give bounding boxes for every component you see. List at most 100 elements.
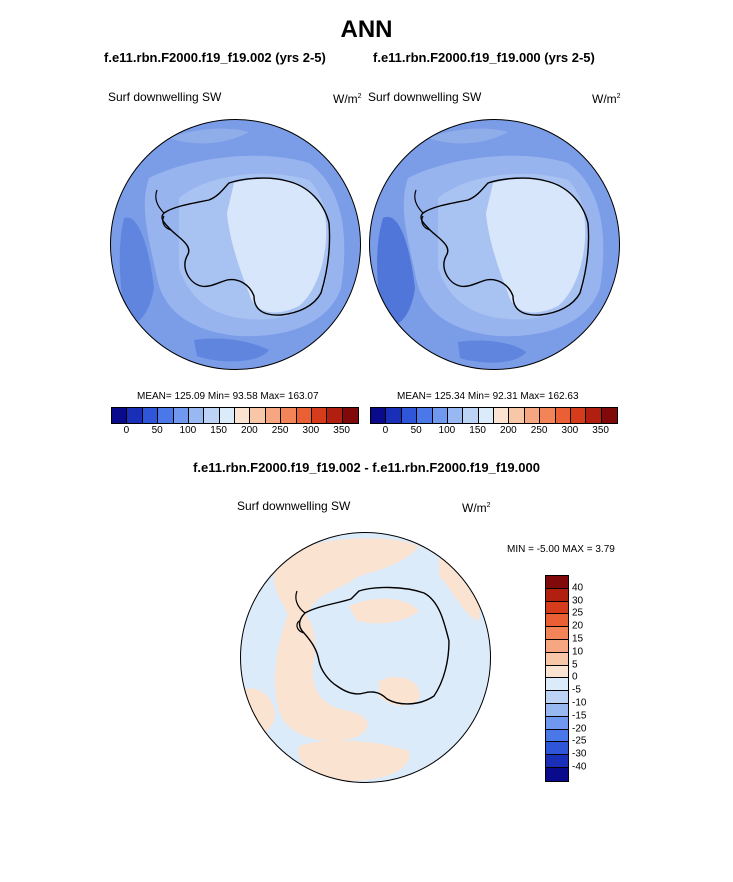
- panel2-stats: MEAN= 125.34 Min= 92.31 Max= 162.63: [397, 391, 579, 402]
- panel2-polar-map: [369, 119, 620, 370]
- antarctica-coastline: [420, 177, 590, 316]
- panel1-colorbar: [111, 407, 359, 424]
- colorbar-tick-label: 0: [572, 671, 578, 683]
- map-border: [110, 119, 361, 370]
- diff-colorbar: [545, 575, 569, 782]
- colorbar-segment: [296, 408, 312, 423]
- colorbar-segment: [463, 408, 479, 423]
- map-border: [369, 119, 620, 370]
- colorbar-tick-label: 25: [572, 607, 584, 619]
- peninsula-coastline: [295, 590, 306, 634]
- antarctica-coastline: [298, 586, 450, 705]
- colorbar-segment: [555, 408, 571, 423]
- colorbar-tick-label: 15: [572, 633, 584, 645]
- panel1-polar-map: [110, 119, 361, 370]
- colorbar-tick-label: -20: [572, 723, 587, 735]
- colorbar-tick-label: 50: [410, 425, 422, 436]
- colorbar-segment: [112, 408, 128, 423]
- diff-polar-map: [240, 532, 491, 783]
- colorbar-tick-label: 300: [561, 425, 579, 436]
- map-fill-positive-west: [274, 610, 368, 741]
- colorbar-segment: [432, 408, 448, 423]
- diff-title: f.e11.rbn.F2000.f19_f19.002 - f.e11.rbn.…: [193, 460, 540, 475]
- panel2-colorbar: [370, 407, 618, 424]
- panel1-units: W/m2: [333, 92, 362, 106]
- colorbar-segment: [546, 614, 568, 628]
- colorbar-tick-label: 30: [572, 595, 584, 607]
- colorbar-tick-label: 300: [302, 425, 320, 436]
- colorbar-segment: [601, 408, 617, 423]
- colorbar-segment: [546, 627, 568, 640]
- colorbar-tick-label: 10: [572, 646, 584, 658]
- colorbar-tick-label: 150: [469, 425, 486, 436]
- colorbar-segment: [546, 742, 568, 756]
- map-fill-plateau: [486, 178, 586, 313]
- colorbar-segment: [546, 729, 568, 743]
- peninsula-coastline: [155, 189, 172, 231]
- colorbar-segment: [188, 408, 205, 423]
- colorbar-tick-label: 350: [333, 425, 350, 436]
- colorbar-segment: [371, 408, 387, 423]
- colorbar-segment: [546, 755, 568, 768]
- colorbar-segment: [546, 767, 568, 781]
- colorbar-segment: [546, 639, 568, 653]
- colorbar-segment: [142, 408, 159, 423]
- colorbar-segment: [204, 408, 220, 423]
- colorbar-segment: [219, 408, 235, 423]
- colorbar-tick-label: -30: [572, 748, 587, 760]
- colorbar-segment: [540, 408, 556, 423]
- map-fill-positive-south: [298, 740, 410, 782]
- colorbar-tick-label: 0: [123, 425, 130, 436]
- colorbar-segment: [570, 408, 587, 423]
- colorbar-tick-label: 100: [179, 425, 197, 436]
- colorbar-segment: [546, 588, 568, 602]
- map-fill-low-south: [194, 338, 269, 362]
- colorbar-segment: [327, 408, 343, 423]
- colorbar-tick-label: 50: [151, 425, 163, 436]
- colorbar-segment: [386, 408, 402, 423]
- colorbar-segment: [509, 408, 525, 423]
- colorbar-segment: [235, 408, 251, 423]
- colorbar-tick-label: 150: [210, 425, 227, 436]
- panel2-units: W/m2: [592, 92, 621, 106]
- colorbar-segment: [401, 408, 418, 423]
- colorbar-segment: [546, 703, 568, 717]
- map-fill-low-north: [169, 128, 249, 144]
- colorbar-segment: [546, 716, 568, 730]
- colorbar-segment: [586, 408, 602, 423]
- map-fill-positive-inland: [349, 598, 419, 624]
- map-fill-positive-east: [379, 677, 420, 706]
- map-fill-low-west: [377, 216, 415, 326]
- colorbar-segment: [546, 601, 568, 615]
- colorbar-tick-label: 200: [241, 425, 258, 436]
- colorbar-tick-label: 5: [572, 659, 578, 671]
- colorbar-tick-label: -40: [572, 761, 587, 773]
- colorbar-tick-label: 250: [530, 425, 548, 436]
- map-fill-low-north: [428, 128, 508, 144]
- colorbar-segment: [494, 408, 510, 423]
- map-fill-positive-northeast: [439, 551, 480, 621]
- colorbar-tick-label: 350: [592, 425, 609, 436]
- colorbar-segment: [250, 408, 266, 423]
- antarctica-coastline: [161, 177, 331, 316]
- colorbar-segment: [546, 652, 568, 666]
- colorbar-segment: [546, 678, 568, 692]
- colorbar-tick-label: 20: [572, 620, 584, 632]
- panel1-case-title: f.e11.rbn.F2000.f19_f19.002 (yrs 2-5): [104, 50, 326, 65]
- colorbar-tick-label: 100: [438, 425, 456, 436]
- colorbar-tick-label: -15: [572, 710, 587, 722]
- colorbar-segment: [173, 408, 189, 423]
- colorbar-tick-label: -5: [572, 684, 581, 696]
- figure-title: ANN: [340, 16, 393, 43]
- colorbar-segment: [127, 408, 143, 423]
- colorbar-segment: [281, 408, 297, 423]
- colorbar-tick-label: 0: [382, 425, 389, 436]
- colorbar-segment: [546, 691, 568, 704]
- colorbar-tick-label: 200: [500, 425, 517, 436]
- colorbar-tick-label: 250: [271, 425, 289, 436]
- colorbar-segment: [447, 408, 464, 423]
- map-fill-low-south: [458, 340, 526, 363]
- map-fill-low-west: [119, 217, 154, 325]
- diff-units: W/m2: [462, 501, 491, 515]
- colorbar-segment: [546, 576, 568, 589]
